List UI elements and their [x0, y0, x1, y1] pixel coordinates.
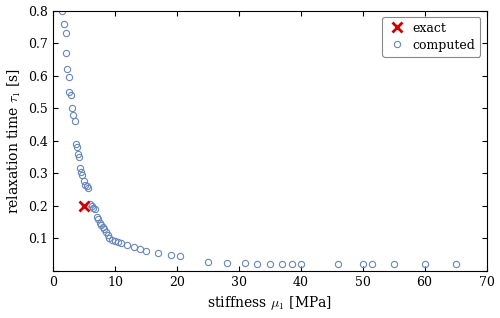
computed: [60, 9, 66, 12]
Line: computed: computed: [60, 7, 458, 267]
Legend: exact, computed: exact, computed: [382, 17, 480, 57]
computed: [82, 183, 88, 187]
computed: [84, 184, 90, 188]
computed: [267, 262, 273, 266]
computed: [80, 173, 86, 177]
computed: [452, 262, 458, 266]
computed: [77, 167, 83, 170]
X-axis label: stiffness $\mu_1$ [MPa]: stiffness $\mu_1$ [MPa]: [208, 294, 332, 313]
computed: [72, 119, 78, 123]
computed: [115, 240, 121, 244]
Y-axis label: relaxation time $\tau_1$ [s]: relaxation time $\tau_1$ [s]: [6, 68, 23, 214]
